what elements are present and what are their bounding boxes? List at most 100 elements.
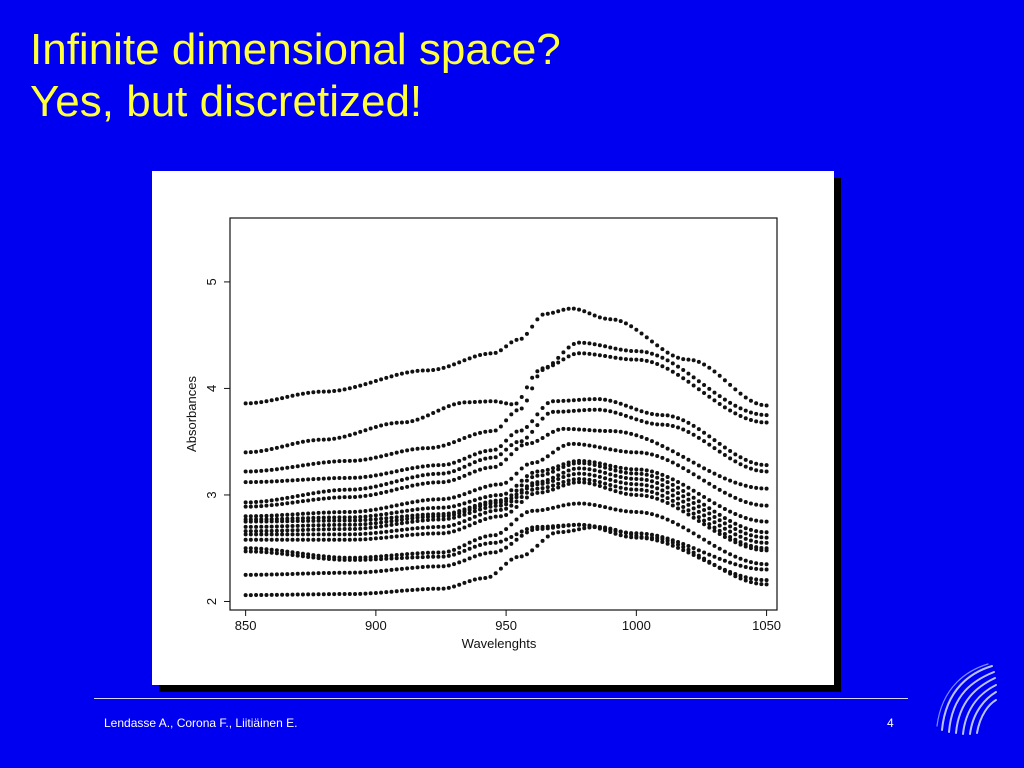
data-point	[686, 485, 691, 490]
title-line-2: Yes, but discretized!	[30, 77, 423, 126]
data-point	[467, 523, 472, 528]
data-point	[493, 500, 498, 505]
data-point	[655, 454, 660, 458]
data-point	[274, 479, 279, 484]
data-point	[639, 435, 644, 440]
data-point	[629, 431, 634, 436]
data-point	[342, 592, 347, 597]
data-point	[457, 582, 462, 587]
data-point	[264, 399, 269, 404]
data-point	[540, 312, 545, 317]
data-point	[441, 497, 446, 502]
data-point	[384, 529, 389, 534]
data-point	[504, 438, 509, 443]
data-point	[425, 446, 430, 451]
data-point	[394, 479, 399, 484]
data-point	[358, 557, 363, 562]
data-point	[254, 514, 259, 519]
data-point	[764, 578, 769, 583]
data-point	[353, 537, 358, 542]
data-point	[577, 351, 582, 356]
data-point	[394, 469, 399, 474]
data-point	[728, 552, 733, 557]
data-point	[462, 436, 467, 441]
data-point	[436, 497, 441, 502]
data-point	[264, 524, 269, 529]
data-point	[582, 523, 587, 528]
data-point	[389, 374, 394, 379]
data-point	[681, 509, 686, 514]
data-point	[441, 463, 446, 468]
data-point	[686, 457, 691, 462]
data-point	[660, 347, 665, 352]
data-point	[733, 459, 738, 464]
data-point	[274, 572, 279, 577]
data-point	[644, 510, 649, 515]
data-point	[347, 592, 352, 597]
data-point	[415, 532, 420, 537]
data-point	[493, 447, 498, 452]
data-point	[754, 411, 759, 416]
data-point	[498, 507, 503, 512]
data-point	[634, 357, 639, 362]
data-point	[743, 408, 748, 413]
data-point	[717, 449, 722, 454]
data-point	[754, 534, 759, 539]
data-point	[629, 532, 634, 537]
data-point	[759, 582, 764, 587]
data-point	[738, 498, 743, 503]
data-point	[394, 510, 399, 515]
data-point	[472, 521, 477, 526]
data-point	[691, 546, 696, 551]
data-point	[358, 518, 363, 523]
data-point	[405, 527, 410, 532]
data-point	[629, 348, 634, 353]
data-point	[665, 366, 670, 371]
data-point	[728, 529, 733, 534]
data-point	[681, 376, 686, 381]
data-point	[540, 526, 545, 531]
data-point	[274, 397, 279, 402]
data-point	[530, 375, 535, 380]
data-point	[425, 506, 430, 511]
data-point	[452, 402, 457, 407]
data-point	[613, 355, 618, 360]
data-point	[686, 512, 691, 517]
data-point	[353, 494, 358, 499]
data-point	[665, 422, 670, 427]
data-point	[587, 341, 592, 346]
data-point	[649, 479, 654, 484]
data-point	[321, 527, 326, 532]
data-point	[332, 537, 337, 542]
data-point	[603, 528, 608, 533]
data-point	[285, 394, 290, 399]
data-point	[488, 550, 493, 555]
data-point	[389, 504, 394, 509]
data-point	[337, 557, 342, 562]
data-point	[493, 514, 498, 519]
data-point	[436, 586, 441, 591]
data-point	[337, 459, 342, 464]
data-point	[425, 481, 430, 485]
data-point	[702, 383, 707, 388]
data-point	[415, 526, 420, 531]
data-point	[550, 429, 555, 434]
data-point	[300, 499, 305, 504]
data-point	[332, 510, 337, 515]
data-point	[399, 514, 404, 519]
data-point	[566, 473, 571, 478]
data-point	[405, 484, 410, 489]
data-point	[452, 522, 457, 527]
data-point	[571, 306, 576, 311]
data-point	[623, 403, 628, 408]
data-point	[373, 517, 378, 522]
data-point	[722, 445, 727, 450]
data-point	[306, 438, 311, 443]
data-point	[733, 403, 738, 408]
series-9	[243, 461, 769, 535]
data-point	[764, 486, 769, 491]
data-point	[264, 528, 269, 533]
data-point	[613, 429, 618, 434]
data-point	[467, 462, 472, 467]
data-point	[347, 532, 352, 537]
